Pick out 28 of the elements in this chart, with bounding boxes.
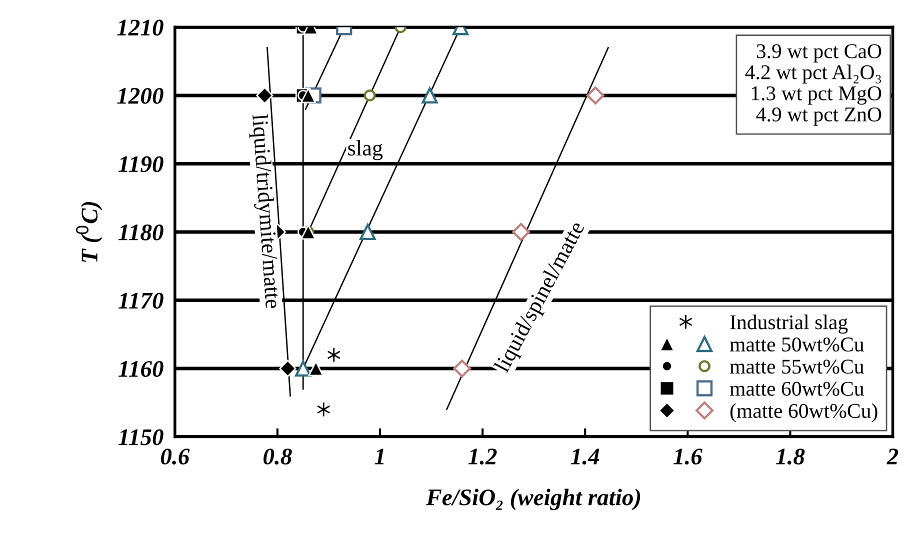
y-tick-label: 1190 (118, 156, 164, 172)
annotation: 1.3 wt pct MgO (752, 86, 882, 105)
y-tick-label: 1200 (117, 88, 164, 104)
x-tick-label: 0.6 (160, 448, 190, 465)
y-tick-label: 1180 (118, 224, 164, 240)
x-tick-label: 1.2 (468, 448, 497, 465)
x-axis-title: Fe/SiO₂ (weight ratio) (426, 488, 640, 510)
y-axis-title: T ($^{0}$C) (76, 202, 102, 262)
annotation: slag (348, 140, 383, 160)
x-tick-label: 1.4 (570, 448, 600, 465)
y-tick-label: 1160 (118, 361, 164, 377)
annotation: 3.9 wt pct CaO (756, 44, 882, 62)
x-tick-label: 1.8 (776, 448, 805, 465)
legend-label: matte 60wt%Cu (730, 382, 864, 396)
x-tick-label: 1.6 (673, 448, 702, 465)
legend-label: Industrial slag (730, 314, 848, 334)
legend-label: (matte 60wt%Cu) (730, 403, 878, 422)
y-tick-label: 1170 (118, 292, 164, 309)
y-tick-label: 1150 (118, 429, 164, 446)
x-tick-label: 2 (886, 448, 898, 464)
legend-label: matte 55wt%Cu (730, 360, 864, 374)
legend-label: matte 50wt%Cu (730, 337, 864, 352)
y-tick-label: 1210 (117, 20, 164, 36)
annotation: 4.9 wt pct ZnO (756, 107, 882, 126)
annotation: liquid/tridymite/matte (248, 114, 282, 309)
x-tick-label: 0.8 (264, 448, 292, 465)
x-tick-label: 1 (374, 448, 384, 464)
annotation: 4.2 wt pct Al₂O₃ (745, 64, 881, 84)
